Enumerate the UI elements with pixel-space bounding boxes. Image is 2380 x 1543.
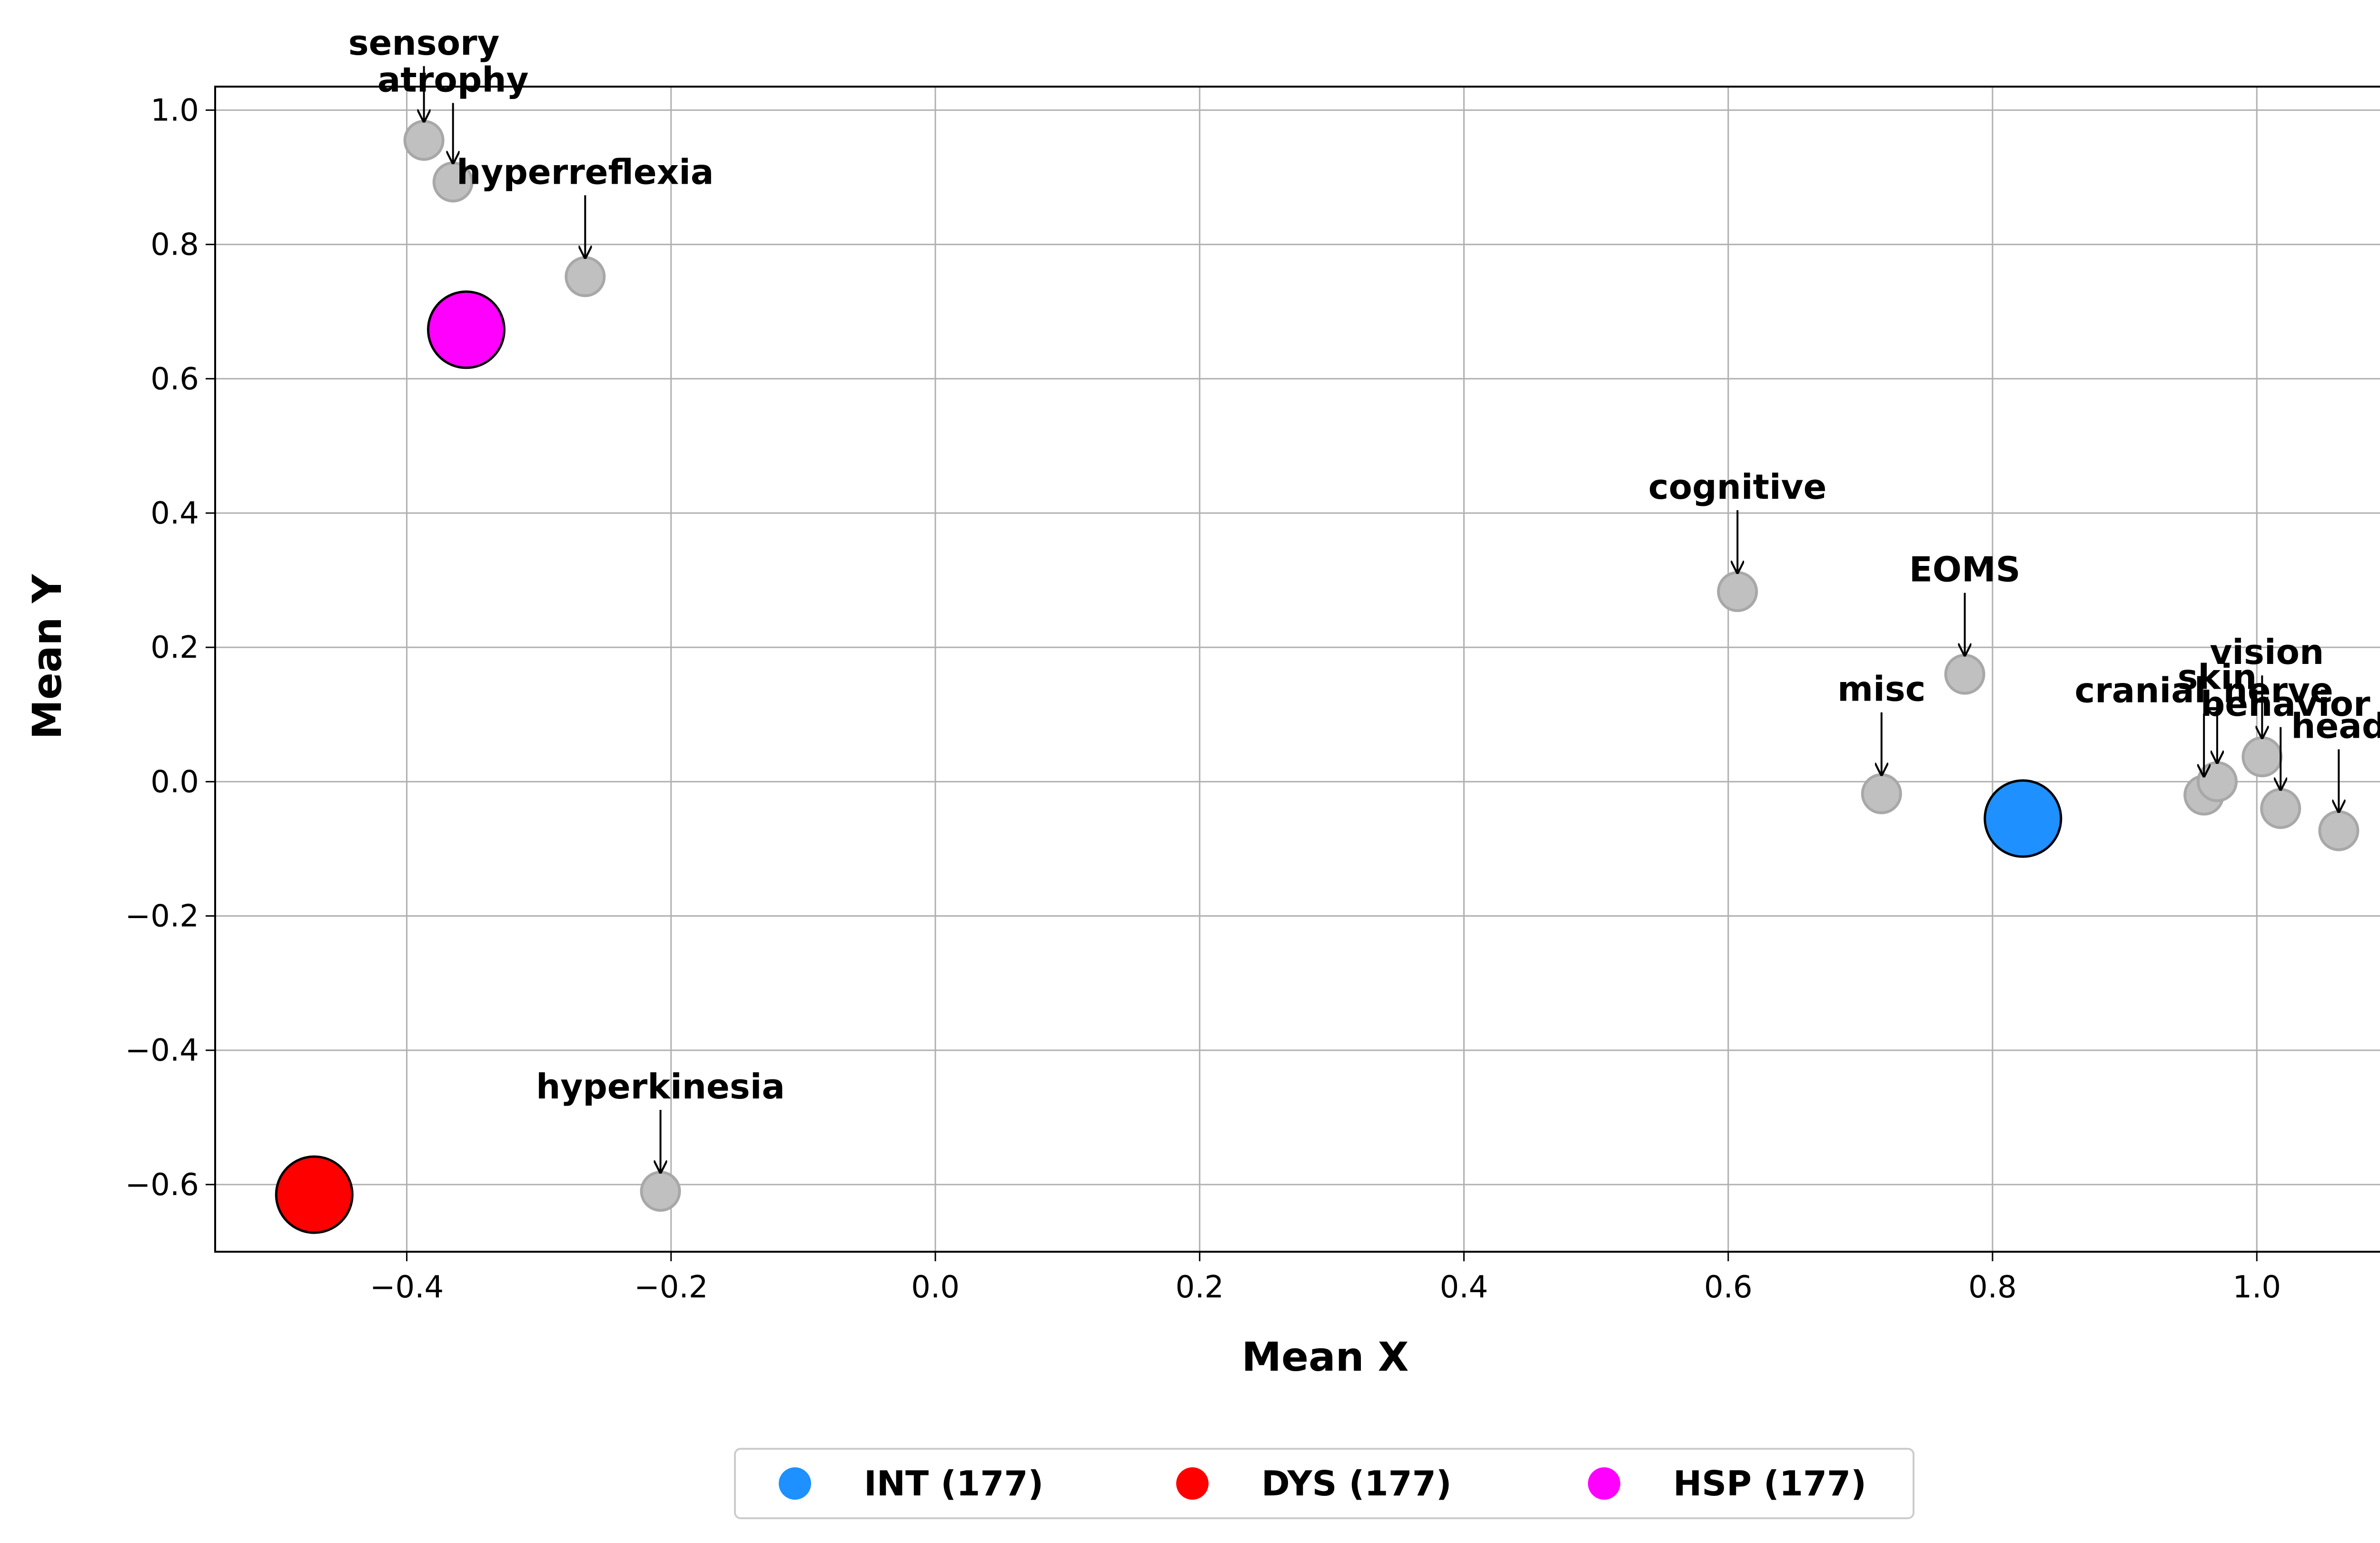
legend-frame — [734, 1448, 1914, 1519]
x-tick-label: 1.0 — [2232, 1270, 2281, 1305]
legend-marker-2 — [1588, 1467, 1620, 1500]
axis-ticks: −0.4 −0.2 0.0 0.2 0.4 0.6 0.8 1.0 −0.6 −0.4 −0.2 0.… — [125, 93, 2281, 1305]
y-tick-label: 0.6 — [150, 362, 199, 397]
x-tick-label: 0.6 — [1704, 1270, 1753, 1305]
annotation-label-head: head — [2291, 706, 2380, 746]
annotation-label-skin: skin — [2178, 657, 2257, 697]
feature-point-sensory — [403, 119, 445, 161]
legend-marker-1 — [1176, 1467, 1209, 1500]
feature-point-behavior — [2260, 788, 2301, 829]
x-tick-label: −0.2 — [634, 1270, 708, 1305]
group-centroids — [275, 290, 2063, 1234]
x-tick-label: 0.2 — [1175, 1270, 1224, 1305]
plot-frame — [214, 86, 2380, 1253]
annotation-label-sensory: sensory — [348, 23, 500, 63]
y-tick-label: 0.0 — [150, 764, 199, 800]
annotation-label-cranial_nerve: cranial_nerve — [2074, 671, 2333, 711]
annotation-label-EOMS: EOMS — [1909, 550, 2021, 590]
legend-marker-0 — [779, 1467, 811, 1500]
x-tick-label: 0.0 — [911, 1270, 960, 1305]
centroid-1 — [275, 1155, 354, 1234]
annotation-label-hyperkinesia: hyperkinesia — [536, 1067, 785, 1107]
annotation-label-cognitive: cognitive — [1648, 467, 1826, 507]
x-tick-label: 0.8 — [1968, 1270, 2017, 1305]
y-tick-label: 1.0 — [150, 93, 199, 128]
annotation-label-vision: vision — [2210, 632, 2324, 672]
feature-point-head — [2318, 810, 2360, 851]
feature-point-vision — [2241, 736, 2283, 778]
centroid-0 — [1983, 779, 2063, 858]
y-tick-label: 0.2 — [150, 630, 199, 665]
x-tick-label: −0.4 — [370, 1270, 444, 1305]
legend: INT (177) DYS (177) HSP (177) — [734, 1448, 1914, 1519]
y-tick-label: −0.4 — [125, 1033, 199, 1068]
x-axis-title: Mean X — [1241, 1334, 1408, 1380]
feature-point-EOMS — [1944, 653, 1985, 695]
y-tick-label: −0.6 — [125, 1167, 199, 1203]
annotation-label-misc: misc — [1837, 669, 1925, 709]
y-tick-label: −0.2 — [125, 899, 199, 934]
annotation-label-hyperreflexia: hyperreflexia — [456, 152, 714, 192]
feature-point-misc — [1861, 773, 1902, 814]
feature-point-hyperkinesia — [640, 1171, 681, 1212]
feature-point-cognitive — [1717, 571, 1758, 613]
grid — [215, 87, 2380, 1252]
y-tick-label: 0.4 — [150, 496, 199, 531]
centroid-2 — [426, 290, 506, 369]
y-tick-label: 0.8 — [150, 227, 199, 263]
feature-point-hyperreflexia — [565, 256, 606, 297]
y-axis-title: Mean Y — [24, 574, 70, 739]
feature-points — [403, 119, 2360, 1212]
legend-label-1: DYS (177) — [1261, 1464, 1452, 1503]
x-tick-label: 0.4 — [1440, 1270, 1488, 1305]
legend-label-2: HSP (177) — [1673, 1464, 1866, 1503]
annotation-label-behavior: behavior — [2201, 684, 2370, 724]
annotation-label-atrophy: atrophy — [377, 59, 529, 99]
legend-label-0: INT (177) — [864, 1464, 1043, 1503]
